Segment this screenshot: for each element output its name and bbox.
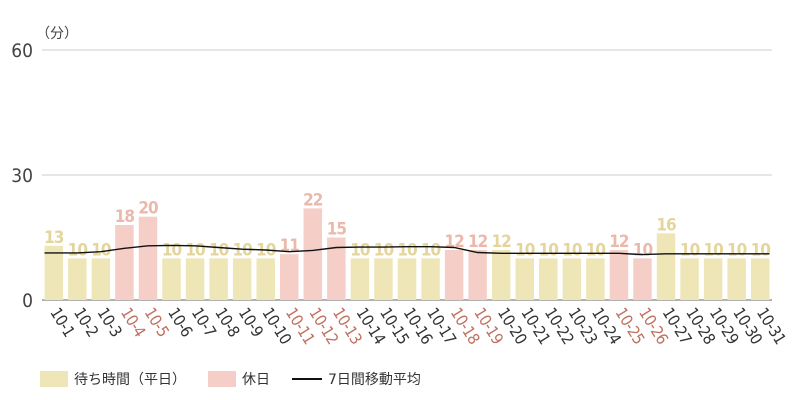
legend-holiday-swatch — [208, 371, 236, 387]
bar-value-label: 10 — [727, 240, 747, 260]
holiday-bar — [115, 225, 134, 300]
holiday-bar — [327, 237, 346, 300]
bar-value-label: 12 — [468, 232, 488, 252]
weekday-bar — [374, 258, 393, 300]
bar-value-label: 10 — [421, 240, 441, 260]
bar-value-label: 13 — [44, 228, 64, 248]
bar-value-label: 10 — [703, 240, 723, 260]
x-axis-labels: 10-110-210-310-410-510-610-710-810-910-1… — [46, 304, 789, 348]
weekday-bar — [256, 258, 275, 300]
legend-average: 7日間移動平均 — [292, 369, 421, 389]
legend-average-label: 7日間移動平均 — [328, 372, 421, 388]
bar-value-label: 16 — [656, 215, 676, 235]
weekday-bar — [680, 258, 699, 300]
legend-weekday-label: 待ち時間（平日） — [74, 372, 186, 388]
bar-value-label: 10 — [374, 240, 394, 260]
holiday-bar — [280, 254, 299, 300]
bar-value-label: 10 — [539, 240, 559, 260]
weekday-bar — [703, 258, 723, 300]
weekday-bar — [68, 258, 87, 300]
legend-holiday: 休日 — [208, 369, 270, 389]
legend: 待ち時間（平日） 休日 7日間移動平均 — [40, 368, 443, 390]
holiday-bar — [633, 258, 652, 300]
bar-value-label: 10 — [209, 240, 229, 260]
bar-value-label: 10 — [91, 240, 111, 260]
weekday-bar — [350, 258, 370, 300]
bar-value-label: 10 — [680, 240, 700, 260]
holiday-bar — [444, 250, 464, 300]
bar-value-label: 10 — [562, 240, 582, 260]
bar-value-label: 11 — [280, 236, 300, 256]
bar-value-label: 12 — [609, 232, 629, 252]
weekday-bar — [515, 258, 534, 300]
bar-value-label: 20 — [138, 199, 158, 219]
legend-holiday-label: 休日 — [242, 372, 270, 388]
moving-average — [44, 244, 770, 256]
weekday-bar — [562, 258, 582, 300]
moving-average-line — [44, 244, 770, 256]
weekday-bar — [727, 258, 746, 300]
bar-value-label: 10 — [586, 240, 606, 260]
bar-value-label: 10 — [515, 240, 535, 260]
legend-average-swatch — [292, 378, 322, 380]
holiday-bar — [303, 208, 323, 300]
bar-value-label: 18 — [115, 207, 135, 227]
bar-value-label: 10 — [68, 240, 88, 260]
weekday-bar — [209, 258, 228, 300]
holiday-bar — [468, 250, 487, 300]
bar-value-label: 22 — [303, 190, 323, 210]
weekday-bar — [232, 258, 252, 300]
weekday-bar — [491, 250, 511, 300]
y-tick-label: 0 — [22, 290, 33, 312]
y-tick-label: 30 — [11, 165, 33, 187]
weekday-bar — [750, 258, 770, 300]
bar-value-label: 10 — [397, 240, 417, 260]
weekday-bar — [539, 258, 558, 300]
bar-value-label: 12 — [492, 232, 512, 252]
bar-value-label: 10 — [350, 240, 370, 260]
legend-weekday: 待ち時間（平日） — [40, 369, 186, 389]
bar-value-label: 10 — [233, 240, 253, 260]
weekday-bar — [397, 258, 417, 300]
weekday-bar — [656, 233, 676, 300]
bar-value-label: 10 — [162, 240, 182, 260]
bar-value-label: 10 — [633, 240, 653, 260]
x-tick-label: 10-1 — [46, 304, 78, 340]
weekday-bar — [586, 258, 605, 300]
weekday-bar — [421, 258, 440, 300]
bar-value-label: 10 — [751, 240, 771, 260]
weekday-bar — [91, 258, 111, 300]
weekday-bar — [185, 258, 205, 300]
holiday-bar — [609, 250, 629, 300]
holiday-bar — [138, 216, 158, 300]
weekday-bar — [44, 245, 64, 300]
legend-weekday-swatch — [40, 371, 68, 387]
y-unit-label: （分） — [36, 26, 78, 42]
y-axis: 0 30 60（分） — [11, 26, 78, 312]
bars — [44, 208, 770, 300]
weekday-bar — [162, 258, 181, 300]
bar-value-label: 10 — [185, 240, 205, 260]
bar-value-label: 15 — [327, 220, 347, 240]
y-tick-label: 60 — [11, 40, 33, 62]
